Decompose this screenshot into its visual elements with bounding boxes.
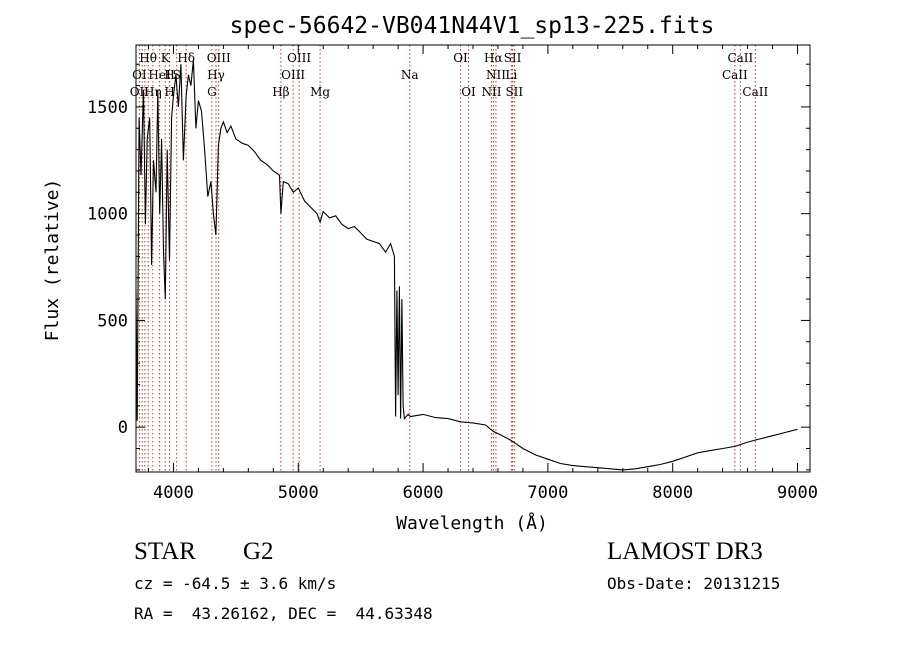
x-tick-label: 8000	[652, 483, 693, 503]
line-label: OI	[132, 68, 147, 82]
line-label: SII	[505, 85, 523, 99]
line-label: Li	[505, 68, 517, 82]
line-label: H	[164, 85, 174, 99]
x-tick-label: 6000	[403, 483, 444, 503]
line-label: K	[161, 51, 171, 65]
line-label: OII	[130, 85, 150, 99]
line-label: Hα	[484, 51, 503, 65]
line-label: NII	[486, 68, 506, 82]
line-label: Hβ	[272, 85, 289, 99]
line-label: CaII	[742, 85, 768, 99]
emission-line-markers	[138, 45, 756, 472]
line-label: OIII	[281, 68, 305, 82]
line-label: CaII	[722, 68, 748, 82]
x-tick-label: 5000	[278, 483, 319, 503]
redshift-velocity: cz = -64.5 ± 3.6 km/s	[134, 574, 337, 593]
line-label: H	[164, 68, 174, 82]
line-label: Na	[401, 68, 419, 82]
line-label: S	[173, 68, 181, 82]
line-label: NII	[481, 85, 501, 99]
spectrum-line	[135, 59, 798, 471]
line-label: Hγ	[207, 68, 225, 82]
y-tick-label: 0	[118, 418, 128, 438]
y-axis-ticks: 0 500 1000 1500	[87, 63, 810, 471]
line-label: OI	[461, 85, 476, 99]
plot-frame	[135, 44, 811, 473]
line-label: G	[207, 85, 217, 99]
sky-coordinates: RA = 43.26162, DEC = 44.63348	[134, 604, 433, 623]
y-tick-label: 500	[97, 311, 128, 331]
line-label: Hη	[144, 85, 162, 99]
x-axis-label: Wavelength (Å)	[396, 512, 548, 534]
line-label: HeI	[148, 68, 171, 82]
line-label: Hδ	[177, 51, 195, 65]
line-label: SII	[504, 51, 522, 65]
line-label: CaII	[727, 51, 753, 65]
x-tick-label: 7000	[527, 483, 568, 503]
observation-date: Obs-Date: 20131215	[607, 574, 781, 593]
line-label: Hθ	[139, 51, 157, 65]
x-axis-ticks: 4000 5000 6000 7000 8000 9000	[147, 45, 818, 503]
object-subclass: G2	[243, 538, 274, 565]
y-axis-label: Flux (relative)	[42, 179, 63, 342]
y-tick-label: 1500	[87, 98, 128, 118]
survey-release: LAMOST DR3	[607, 538, 763, 565]
chart-title: spec-56642-VB041N44V1_sp13-225.fits	[230, 13, 715, 39]
x-tick-label: 9000	[777, 483, 818, 503]
line-label: OI	[453, 51, 468, 65]
y-tick-label: 1000	[87, 205, 128, 225]
line-label: OIII	[287, 51, 311, 65]
object-class: STAR	[134, 538, 196, 565]
line-label: OIII	[207, 51, 231, 65]
line-label: Mg	[310, 85, 330, 99]
x-tick-label: 4000	[153, 483, 194, 503]
